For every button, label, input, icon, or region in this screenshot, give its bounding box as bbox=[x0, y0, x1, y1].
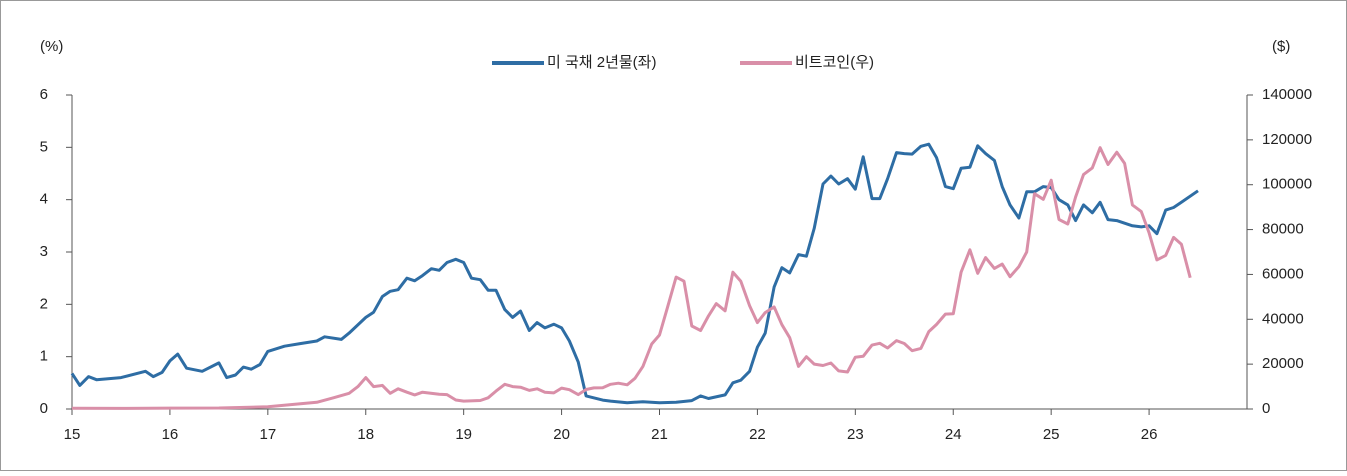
y2-tick-label: 0 bbox=[1262, 400, 1270, 417]
y-tick-label: 4 bbox=[40, 191, 48, 208]
x-tick-label: 20 bbox=[553, 426, 570, 443]
x-tick-label: 24 bbox=[945, 426, 962, 443]
y2-tick-label: 80000 bbox=[1262, 221, 1304, 238]
y-tick-label: 5 bbox=[40, 138, 48, 155]
x-tick-label: 26 bbox=[1141, 426, 1158, 443]
y2-tick-label: 100000 bbox=[1262, 176, 1312, 193]
y-tick-label: 2 bbox=[40, 295, 48, 312]
y-axis-label: (%) bbox=[40, 38, 63, 55]
y-tick-label: 1 bbox=[40, 348, 48, 365]
y2-tick-label: 140000 bbox=[1262, 86, 1312, 103]
x-tick-label: 23 bbox=[847, 426, 864, 443]
x-tick-label: 18 bbox=[357, 426, 374, 443]
x-tick-label: 17 bbox=[259, 426, 276, 443]
y2-tick-label: 120000 bbox=[1262, 131, 1312, 148]
x-tick-label: 22 bbox=[749, 426, 766, 443]
legend-label: 미 국채 2년물(좌) bbox=[547, 54, 656, 71]
x-tick-label: 21 bbox=[651, 426, 668, 443]
y2-tick-label: 20000 bbox=[1262, 355, 1304, 372]
y-tick-label: 3 bbox=[40, 243, 48, 260]
y-tick-label: 0 bbox=[40, 400, 48, 417]
series-line bbox=[70, 142, 1199, 405]
y2-axis-label: ($) bbox=[1272, 38, 1290, 55]
y-tick-label: 6 bbox=[40, 86, 48, 103]
series-line bbox=[71, 146, 1192, 410]
legend-label: 비트코인(우) bbox=[795, 54, 874, 71]
y2-tick-label: 60000 bbox=[1262, 265, 1304, 282]
y2-tick-label: 40000 bbox=[1262, 310, 1304, 327]
x-tick-label: 25 bbox=[1043, 426, 1060, 443]
x-tick-label: 16 bbox=[162, 426, 179, 443]
x-tick-label: 15 bbox=[64, 426, 81, 443]
x-tick-label: 19 bbox=[455, 426, 472, 443]
